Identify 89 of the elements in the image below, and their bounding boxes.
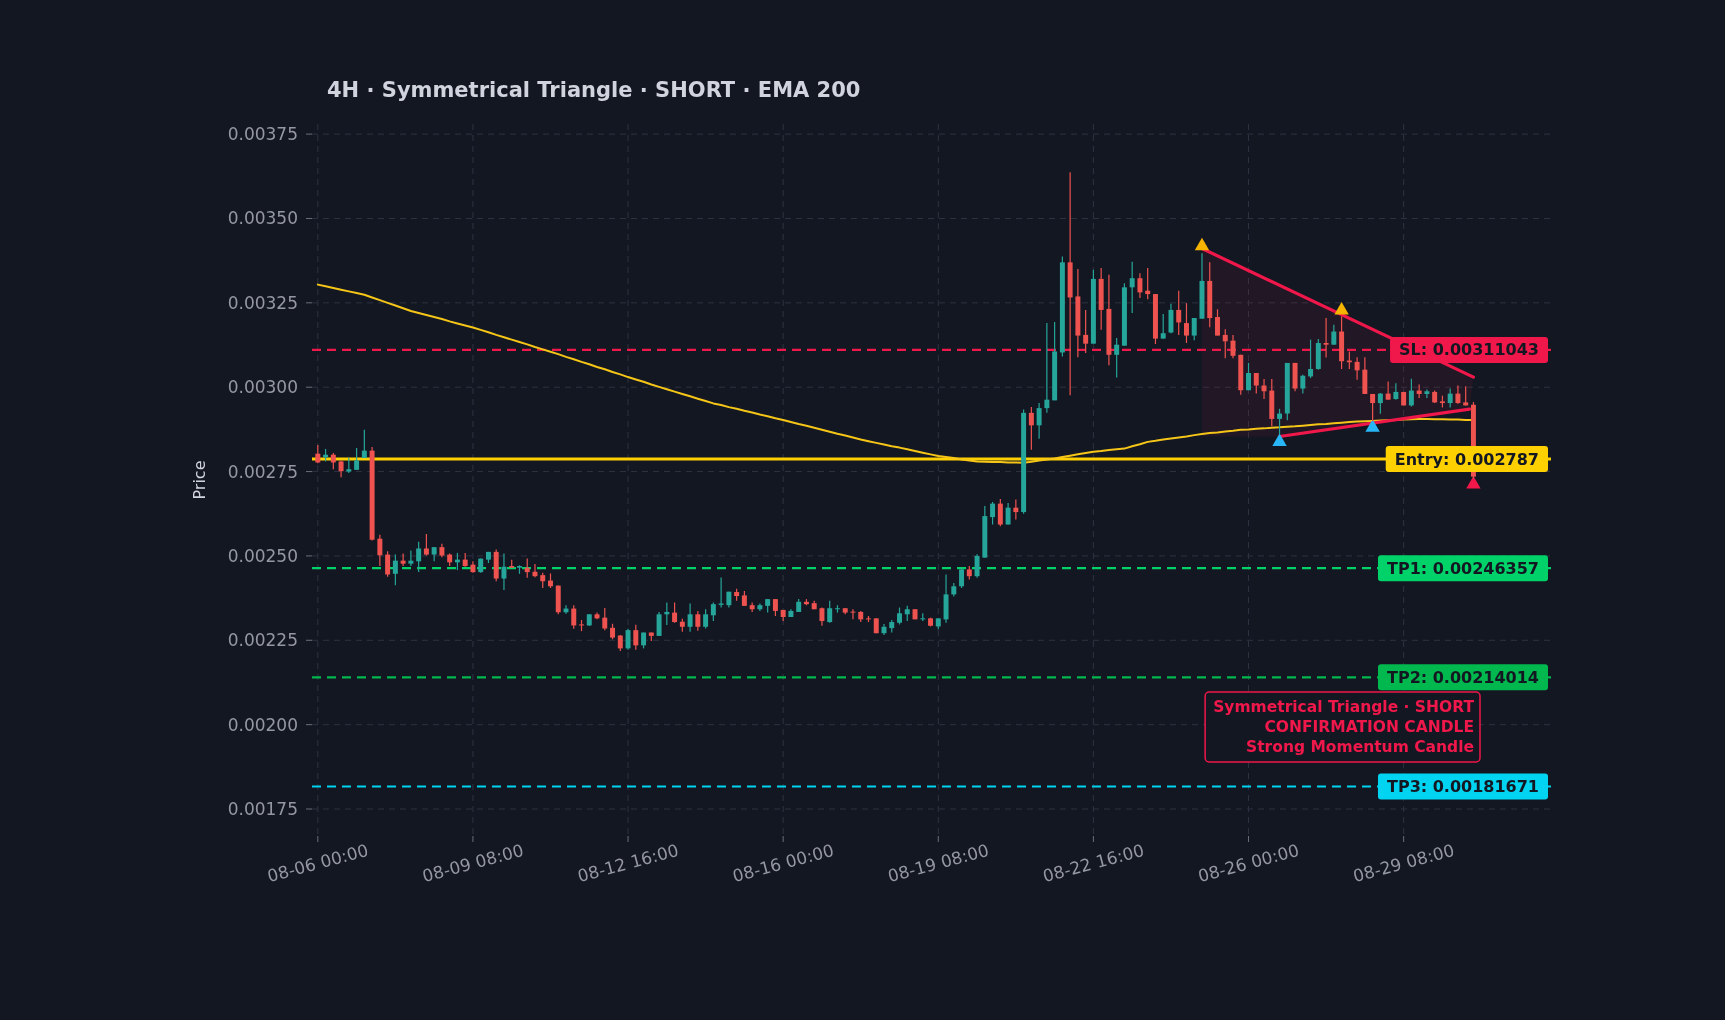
y-tick-label: 0.00250 xyxy=(227,545,298,566)
candlestick xyxy=(1168,303,1174,334)
chart-title: 4H · Symmetrical Triangle · SHORT · EMA 200 xyxy=(327,78,861,102)
annotation: Strong Momentum Candle xyxy=(1246,738,1474,756)
candlestick xyxy=(315,444,321,464)
candlestick xyxy=(408,549,414,567)
candlestick xyxy=(423,533,429,557)
y-tick-label: 0.00375 xyxy=(227,124,298,145)
candlestick xyxy=(1455,384,1461,405)
candlestick xyxy=(1013,498,1019,521)
y-tick-label: 0.00175 xyxy=(227,799,298,819)
candlestick xyxy=(1160,313,1166,340)
candlestick xyxy=(392,553,398,586)
candlestick xyxy=(1191,317,1197,341)
candlestick xyxy=(377,534,383,567)
candlestick xyxy=(1044,322,1050,414)
candlestick xyxy=(571,604,577,630)
x-tick-label: 08-26 00:00 xyxy=(1195,839,1302,887)
candlestick xyxy=(361,429,367,459)
candlestick xyxy=(501,552,507,591)
candlestick xyxy=(1222,328,1228,359)
ref-line-label: TP3: 0.00181671 xyxy=(1386,776,1539,796)
candlestick xyxy=(625,628,631,651)
candlestick xyxy=(1408,378,1414,408)
candlestick xyxy=(687,602,693,633)
y-tick-label: 0.00300 xyxy=(227,377,298,398)
candlestick xyxy=(1083,309,1089,354)
candlestick xyxy=(703,608,709,630)
x-tick-label: 08-16 00:00 xyxy=(730,839,836,887)
candlestick xyxy=(1183,302,1189,344)
candlestick xyxy=(1036,402,1042,440)
candlestick xyxy=(400,552,406,567)
candlestick xyxy=(524,558,530,579)
y-tick-label: 0.00275 xyxy=(227,461,298,482)
candlestick xyxy=(1424,388,1430,399)
candlestick xyxy=(1370,393,1376,422)
candlestick xyxy=(1393,382,1399,401)
candlestick xyxy=(1253,372,1259,395)
candlestick xyxy=(416,541,422,573)
candlestick xyxy=(850,608,856,620)
candlestick xyxy=(1331,324,1337,346)
candlestick xyxy=(1176,290,1182,336)
x-tick-label: 08-09 08:00 xyxy=(420,839,526,887)
candlestick xyxy=(385,550,391,578)
ref-line-label: Entry: 0.002787 xyxy=(1394,449,1539,469)
candlestick xyxy=(1323,317,1329,359)
candlestick xyxy=(1385,380,1391,401)
candlestick xyxy=(1129,261,1135,314)
candlestick xyxy=(1114,337,1120,379)
candlestick xyxy=(1354,356,1360,381)
y-tick-label: 0.00200 xyxy=(227,714,298,735)
candlestick xyxy=(997,498,1003,527)
candlestick xyxy=(749,601,755,613)
candlestick xyxy=(1005,502,1011,526)
candlestick xyxy=(1137,272,1143,299)
x-tick-label: 08-19 08:00 xyxy=(885,839,991,887)
candlestick xyxy=(827,600,833,624)
ref-line-label: TP1: 0.00246357 xyxy=(1386,558,1539,578)
x-tick-label: 08-22 16:00 xyxy=(1040,839,1147,887)
candlestick xyxy=(672,601,678,624)
y-axis-title: Price xyxy=(189,460,209,500)
candlestick xyxy=(1246,362,1251,391)
candlestick xyxy=(656,611,662,637)
candlestick xyxy=(1447,387,1453,409)
annotation: CONFIRMATION CANDLE xyxy=(1264,718,1474,736)
candlestick xyxy=(1215,308,1220,337)
candlestick xyxy=(1300,374,1306,395)
x-tick-label: 08-12 16:00 xyxy=(575,839,681,887)
y-tick-label: 0.00225 xyxy=(227,630,298,651)
candlestick xyxy=(354,447,360,471)
candlestick xyxy=(695,610,701,632)
y-tick-label: 0.00325 xyxy=(227,292,298,313)
candlestick xyxy=(532,563,538,578)
annotation: Symmetrical Triangle · SHORT xyxy=(1213,698,1475,716)
ref-line-label: SL: 0.00311043 xyxy=(1399,340,1539,360)
candlestick xyxy=(602,607,608,631)
candlestick xyxy=(633,624,639,651)
ref-line-label: TP2: 0.00214014 xyxy=(1386,667,1539,687)
candlestick xyxy=(1377,392,1383,415)
candlestick xyxy=(1308,339,1314,379)
x-tick-label: 08-29 08:00 xyxy=(1350,839,1457,887)
x-tick-label: 08-06 00:00 xyxy=(265,839,371,887)
y-tick-label: 0.00350 xyxy=(227,208,298,229)
candlestick xyxy=(1028,406,1034,451)
candlestick xyxy=(959,567,965,589)
candlestick xyxy=(1277,408,1283,436)
candlestick xyxy=(990,501,996,526)
candlestick xyxy=(710,601,716,622)
candlestick xyxy=(974,553,980,579)
